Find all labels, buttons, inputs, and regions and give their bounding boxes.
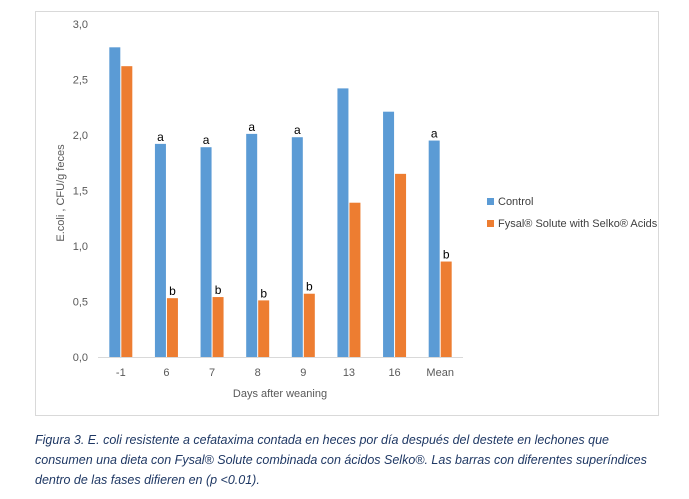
fysal-bar: [440, 261, 452, 357]
legend-swatch: [487, 220, 494, 227]
significance-label: b: [306, 280, 313, 294]
significance-labels: a b a b a b a b a b: [157, 120, 450, 301]
control-bar: [337, 88, 349, 357]
x-axis: -1 6 7 8 9 13 16 Mean: [98, 357, 463, 379]
figure-caption: Figura 3. E. coli resistente a cefataxim…: [35, 433, 647, 487]
control-bar: [428, 140, 440, 357]
x-tick-label: -1: [116, 367, 126, 379]
fysal-bar: [212, 297, 224, 357]
significance-label: b: [169, 284, 176, 298]
control-bar: [383, 111, 395, 357]
legend-label: Fysal® Solute with Selko® Acids: [498, 218, 658, 230]
x-tick-label: Mean: [426, 367, 454, 379]
y-tick-label: 1,5: [73, 186, 88, 198]
x-tick-label: 6: [163, 367, 169, 379]
x-tick-label: 16: [388, 367, 400, 379]
legend: Control Fysal® Solute with Selko® Acids: [487, 196, 658, 230]
x-tick-label: 9: [300, 367, 306, 379]
x-tick-label: 13: [343, 367, 355, 379]
bars: [109, 47, 452, 358]
y-tick-label: 1,0: [73, 241, 88, 253]
y-tick-label: 2,5: [73, 75, 88, 87]
y-tick-label: 3,0: [73, 19, 88, 31]
legend-swatch: [487, 198, 494, 205]
fysal-bar: [121, 66, 133, 358]
fysal-bar: [395, 173, 407, 357]
control-bar: [109, 47, 121, 358]
significance-label: b: [215, 283, 222, 297]
significance-label: a: [157, 130, 164, 144]
y-tick-label: 0,0: [73, 352, 88, 364]
significance-label: a: [203, 133, 210, 147]
significance-label: b: [260, 286, 267, 300]
y-tick-label: 0,5: [73, 297, 88, 309]
bar-chart: 0,00,51,01,52,02,53,0 -1 6 7 8 9 13 16 Mean aba…: [55, 19, 658, 400]
x-tick-label: 8: [255, 367, 261, 379]
control-bar: [154, 143, 166, 357]
x-tick-label: 7: [209, 367, 215, 379]
fysal-bar: [303, 293, 315, 357]
y-axis: 0,0 0,5 1,0 1,5 2,0 2,5 3,0: [73, 19, 88, 364]
y-axis-title: E.coli , CFU/g feces: [55, 144, 67, 242]
legend-label: Control: [498, 196, 533, 208]
significance-label: b: [443, 248, 450, 262]
control-bar: [246, 133, 258, 357]
fysal-bar: [258, 300, 270, 357]
y-tick-label: 2,0: [73, 130, 88, 142]
significance-label: a: [431, 127, 438, 141]
control-bar: [291, 137, 303, 357]
x-axis-title: Days after weaning: [233, 388, 327, 400]
fysal-bar: [166, 298, 178, 357]
significance-label: a: [248, 120, 255, 134]
significance-label: a: [294, 123, 301, 137]
control-bar: [200, 147, 212, 357]
fysal-bar: [349, 202, 361, 357]
